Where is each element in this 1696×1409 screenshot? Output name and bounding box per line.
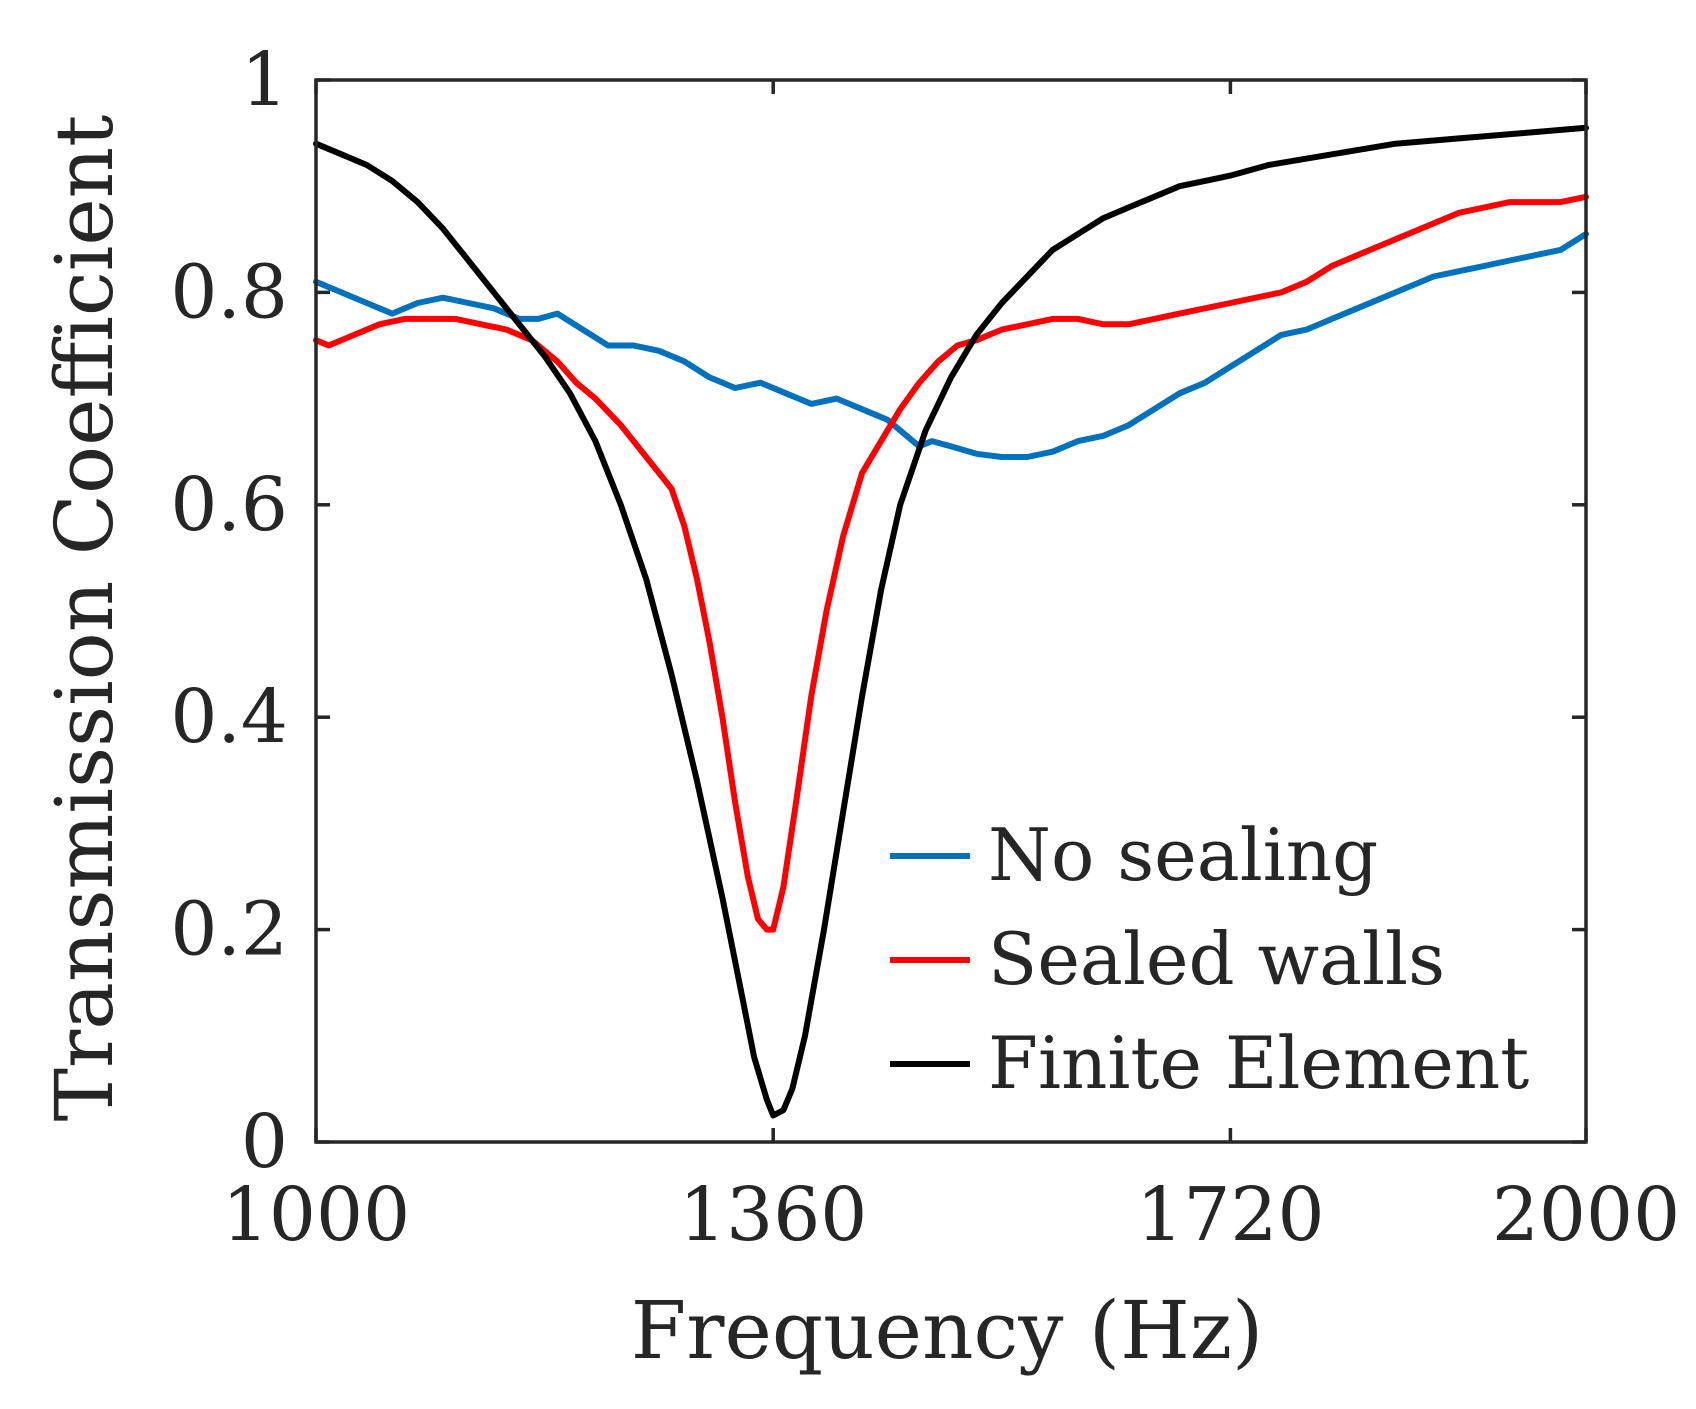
series-layer: [313, 124, 1589, 1119]
y-tick-label: 0.4: [170, 674, 288, 760]
y-tick-label: 0: [241, 1099, 288, 1185]
legend-label-finite-element: Finite Element: [988, 1021, 1529, 1105]
series-line-sealed-walls: [313, 193, 1589, 933]
y-tick-label: 1: [241, 37, 288, 123]
legend: No sealing Sealed walls Finite Element: [890, 813, 1529, 1105]
y-tick-label: 0.8: [170, 249, 288, 335]
x-tick-label: 1360: [679, 1172, 867, 1258]
x-axis-label: Frequency (Hz): [631, 1284, 1263, 1377]
y-tick-label: 0.6: [170, 462, 288, 548]
y-axis-label: Transmission Coefficient: [38, 115, 131, 1122]
series-line-finite-element: [313, 124, 1589, 1119]
y-tick-label: 0.2: [170, 887, 288, 973]
legend-label-no-sealing: No sealing: [988, 813, 1378, 897]
x-tick-label: 1000: [222, 1172, 410, 1258]
legend-label-sealed-walls: Sealed walls: [988, 917, 1445, 1001]
tick-layer: 1000 1360 1720 2000 0 0.2 0.4 0.6 0.8 1: [170, 37, 1680, 1258]
plot-frame: [314, 78, 1588, 1144]
x-tick-label: 2000: [1492, 1172, 1680, 1258]
series-line-no-sealing: [313, 231, 1589, 460]
x-tick-label: 1720: [1136, 1172, 1324, 1258]
